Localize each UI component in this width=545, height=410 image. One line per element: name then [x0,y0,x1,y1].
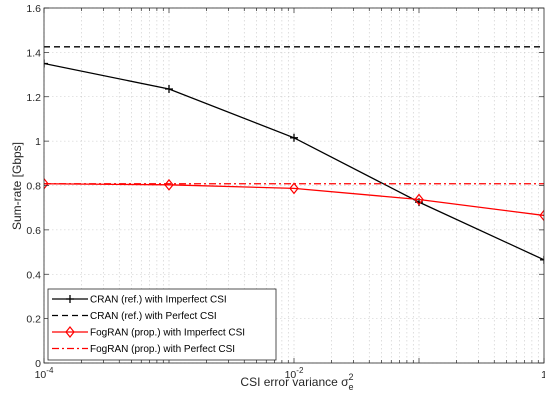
x-tick-label-base: 10 [285,369,297,381]
y-tick-label: 0 [35,358,41,370]
series-point [44,59,48,68]
legend-label: CRAN (ref.) with Imperfect CSI [90,295,227,306]
x-tick-label-base: 1 [541,369,545,381]
legend-label: FogRAN (prop.) with Imperfect CSI [90,328,245,339]
series-layer [44,46,544,264]
x-axis-label-text: CSI error variance σ [240,375,349,389]
legend-marker [65,326,75,338]
x-tick-label: 1 [541,369,545,381]
x-axis-label: CSI error variance σ2 e [240,372,353,392]
x-tick-label-exponent: -2 [296,366,304,375]
x-axis-label-subscript: e [349,382,354,392]
series-point [539,209,544,222]
legend-entry: FogRAN (prop.) with Imperfect CSI [52,326,245,339]
legend-entry: CRAN (ref.) with Perfect CSI [52,311,217,322]
y-tick-label: 0.8 [26,181,41,193]
x-tick-label-base: 10 [35,369,47,381]
legend-entry: FogRAN (prop.) with Perfect CSI [52,344,235,355]
series-point [290,133,298,142]
y-tick-label: 1.6 [26,3,41,15]
x-axis-label-superscript: 2 [349,372,354,382]
x-tick-label: 10-2 [285,366,304,381]
y-tick-label: 0.4 [26,269,41,281]
series-point [414,193,424,206]
series-point [540,255,544,264]
x-tick-label: 10-4 [35,366,54,381]
legend: CRAN (ref.) with Imperfect CSI CRAN (ref.… [47,288,277,361]
y-tick-label: 0.6 [26,225,41,237]
series-point [165,84,173,93]
series-line [44,183,544,217]
y-axis-label: Sum-rate [Gbps] [10,142,24,230]
x-axis-ticks: 10-4 10-2 1 [35,8,545,381]
legend-marker [66,295,74,303]
series-point [289,182,299,195]
x-tick-label-exponent: -4 [46,366,54,375]
y-tick-label: 1.4 [26,47,41,59]
legend-label: CRAN (ref.) with Perfect CSI [90,311,217,322]
legend-entry: CRAN (ref.) with Imperfect CSI [52,295,227,306]
series-point [44,177,49,190]
legend-label: FogRAN (prop.) with Perfect CSI [90,344,235,355]
y-axis-ticks: 0 0.2 0.4 0.6 0.8 1 1.2 1.4 1.6 [26,3,544,370]
y-tick-label: 1.2 [26,92,41,104]
y-tick-label: 0.2 [26,314,41,326]
y-tick-label: 1 [35,136,41,148]
